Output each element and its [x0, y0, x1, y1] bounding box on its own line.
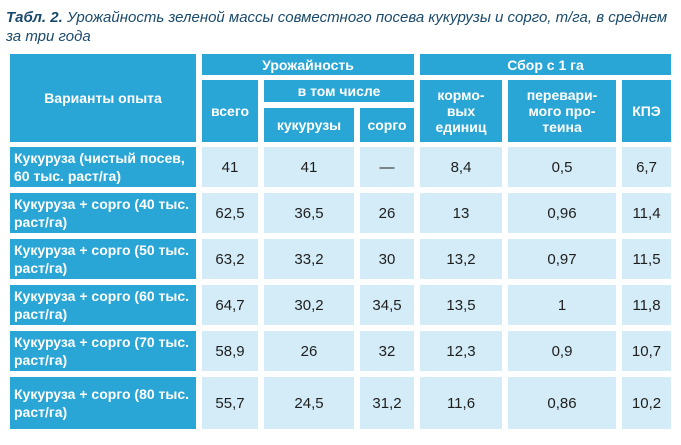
cell-protein: 0,9	[508, 331, 616, 371]
cell-total: 41	[202, 147, 258, 187]
cell-protein: 1	[508, 285, 616, 325]
cell-sorghum: 30	[360, 239, 414, 279]
caption-text: Урожайность зеленой массы совместного по…	[6, 9, 668, 45]
cell-sorghum: 32	[360, 331, 414, 371]
row-label: Кукуруза + сорго (80 тыс. раст/га)	[10, 377, 196, 429]
table-caption: Табл. 2. Урожайность зеленой массы совме…	[6, 8, 676, 46]
cell-sorghum: 31,2	[360, 377, 414, 429]
header-sorghum: сорго	[360, 108, 414, 142]
cell-feed-units: 13	[420, 193, 502, 233]
row-label: Кукуруза + сорго (50 тыс. раст/га)	[10, 239, 196, 279]
header-corn: кукурузы	[264, 108, 354, 142]
cell-corn: 41	[264, 147, 354, 187]
cell-sorghum: 26	[360, 193, 414, 233]
cell-total: 58,9	[202, 331, 258, 371]
header-variants: Варианты опыта	[10, 54, 196, 142]
cell-protein: 0,5	[508, 147, 616, 187]
cell-feed-units: 11,6	[420, 377, 502, 429]
cell-feed-units: 12,3	[420, 331, 502, 371]
header-total: всего	[202, 80, 258, 142]
cell-kpe: 10,2	[622, 377, 671, 429]
cell-corn: 36,5	[264, 193, 354, 233]
header-feed-units: кормо-вых единиц	[420, 80, 502, 142]
cell-kpe: 10,7	[622, 331, 671, 371]
cell-total: 63,2	[202, 239, 258, 279]
cell-corn: 26	[264, 331, 354, 371]
cell-feed-units: 13,5	[420, 285, 502, 325]
header-yield-group: Урожайность	[202, 54, 414, 75]
cell-protein: 0,86	[508, 377, 616, 429]
cell-total: 55,7	[202, 377, 258, 429]
header-protein: перевари-мого про-теина	[508, 80, 616, 142]
cell-protein: 0,97	[508, 239, 616, 279]
cell-kpe: 11,4	[622, 193, 671, 233]
cell-corn: 24,5	[264, 377, 354, 429]
cell-kpe: 11,8	[622, 285, 671, 325]
row-label: Кукуруза (чистый посев, 60 тыс. раст/га)	[10, 147, 196, 187]
header-harvest-group: Сбор с 1 га	[420, 54, 671, 75]
cell-protein: 0,96	[508, 193, 616, 233]
row-label: Кукуруза + сорго (40 тыс. раст/га)	[10, 193, 196, 233]
cell-sorghum: 34,5	[360, 285, 414, 325]
cell-sorghum: —	[360, 147, 414, 187]
cell-feed-units: 8,4	[420, 147, 502, 187]
cell-total: 62,5	[202, 193, 258, 233]
cell-total: 64,7	[202, 285, 258, 325]
header-kpe: КПЭ	[622, 80, 671, 142]
caption-prefix: Табл. 2.	[6, 9, 63, 26]
header-including: в том числе	[264, 80, 414, 102]
cell-kpe: 6,7	[622, 147, 671, 187]
cell-corn: 30,2	[264, 285, 354, 325]
cell-feed-units: 13,2	[420, 239, 502, 279]
row-label: Кукуруза + сорго (60 тыс. раст/га)	[10, 285, 196, 325]
cell-corn: 33,2	[264, 239, 354, 279]
row-label: Кукуруза + сорго (70 тыс. раст/га)	[10, 331, 196, 371]
cell-kpe: 11,5	[622, 239, 671, 279]
